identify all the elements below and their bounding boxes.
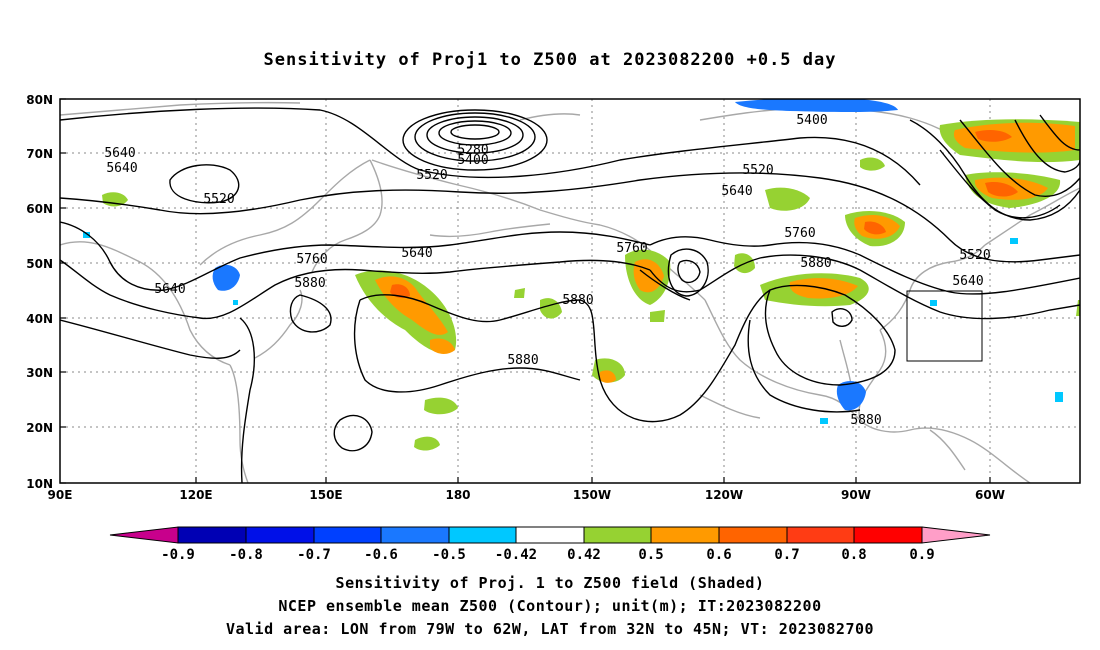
colorbar-label: 0.5 xyxy=(638,547,663,563)
contour-label: 5760 xyxy=(296,252,327,267)
tick-marks xyxy=(60,98,991,484)
contour-label: 5640 xyxy=(401,246,432,261)
contour-label: 5280 xyxy=(457,143,488,158)
colorbar-label: 0.8 xyxy=(841,547,866,563)
contour-label: 5880 xyxy=(294,276,325,291)
colorbar-label: -0.5 xyxy=(432,547,466,563)
contour-labels: 5280 5400 5400 5520 5520 5520 5520 5640 … xyxy=(104,113,990,428)
colorbar-segment xyxy=(448,526,517,544)
contour-label: 5520 xyxy=(742,163,773,178)
contour-label: 5640 xyxy=(952,274,983,289)
colorbar-label: -0.9 xyxy=(161,547,195,563)
shaded-light-blue xyxy=(83,232,1063,424)
caption-valid-area: Valid area: LON from 79W to 62W, LAT fro… xyxy=(225,620,875,638)
colorbar-segment xyxy=(650,526,720,544)
lon-label-90e: 90E xyxy=(48,488,73,502)
colorbar-segment xyxy=(313,526,382,544)
colorbar-segment xyxy=(786,526,855,544)
lat-label-50n: 50N xyxy=(26,257,53,271)
colorbar-label: 0.9 xyxy=(909,547,934,563)
colorbar-segment xyxy=(853,526,923,544)
colorbar-label: 0.7 xyxy=(774,547,799,563)
contour-label: 5400 xyxy=(796,113,827,128)
contour-label: 5880 xyxy=(562,293,593,308)
colorbar-segment xyxy=(515,526,585,544)
contour-label: 5640 xyxy=(154,282,185,297)
contour-label: 5760 xyxy=(784,226,815,241)
colorbar-segment xyxy=(177,526,247,544)
colorbar xyxy=(109,526,991,544)
contour-label: 5880 xyxy=(507,353,538,368)
colorbar-segment xyxy=(109,526,179,544)
contour-label: 5640 xyxy=(106,161,137,176)
colorbar-label: -0.42 xyxy=(495,547,537,563)
caption-contour: NCEP ensemble mean Z500 (Contour); unit(… xyxy=(278,597,822,615)
lat-label-60n: 60N xyxy=(26,202,53,216)
valid-area-box xyxy=(906,290,983,362)
lat-label-20n: 20N xyxy=(26,421,53,435)
lon-label-150w: 150W xyxy=(573,488,611,502)
colorbar-label: 0.42 xyxy=(567,547,601,563)
colorbar-label: -0.6 xyxy=(364,547,398,563)
contour-label: 5400 xyxy=(457,153,488,168)
colorbar-segment xyxy=(583,526,652,544)
lat-label-80n: 80N xyxy=(26,93,53,107)
colorbar-label: 0.6 xyxy=(706,547,731,563)
colorbar-segment xyxy=(921,526,991,544)
contour-label: 5520 xyxy=(959,248,990,263)
shaded-dark-orange xyxy=(390,129,1018,299)
colorbar-segment xyxy=(718,526,788,544)
lat-label-30n: 30N xyxy=(26,366,53,380)
contour-label: 5640 xyxy=(104,146,135,161)
lon-label-150e: 150E xyxy=(309,488,342,502)
lat-label-40n: 40N xyxy=(26,312,53,326)
contour-label: 5880 xyxy=(850,413,881,428)
z500-contours xyxy=(60,107,1080,483)
lon-label-180: 180 xyxy=(445,488,470,502)
contour-label: 5640 xyxy=(721,184,752,199)
colorbar-labels: -0.9 -0.8 -0.7 -0.6 -0.5 -0.42 0.42 0.5 … xyxy=(161,547,935,563)
shaded-negative xyxy=(212,99,898,411)
contour-label: 5520 xyxy=(416,168,447,183)
lat-label-10n: 10N xyxy=(26,477,53,491)
colorbar-label: -0.7 xyxy=(297,547,331,563)
lon-label-120e: 120E xyxy=(179,488,212,502)
colorbar-segment xyxy=(380,526,450,544)
lon-label-60w: 60W xyxy=(975,488,1005,502)
colorbar-label: -0.8 xyxy=(229,547,263,563)
caption-shaded: Sensitivity of Proj. 1 to Z500 field (Sh… xyxy=(335,574,765,592)
contour-label: 5760 xyxy=(616,241,647,256)
chart-title: Sensitivity of Proj1 to Z500 at 20230822… xyxy=(263,50,837,70)
contour-label: 5520 xyxy=(203,192,234,207)
lon-labels: 90E 120E 150E 180 150W 120W 90W 60W xyxy=(48,488,1005,502)
contour-label: 5880 xyxy=(800,256,831,271)
lon-label-120w: 120W xyxy=(705,488,743,502)
colorbar-segment xyxy=(245,526,315,544)
lat-label-70n: 70N xyxy=(26,147,53,161)
lat-labels: 80N 70N 60N 50N 40N 30N 20N 10N xyxy=(26,93,53,491)
map-frame xyxy=(59,98,1081,484)
lon-label-90w: 90W xyxy=(841,488,871,502)
